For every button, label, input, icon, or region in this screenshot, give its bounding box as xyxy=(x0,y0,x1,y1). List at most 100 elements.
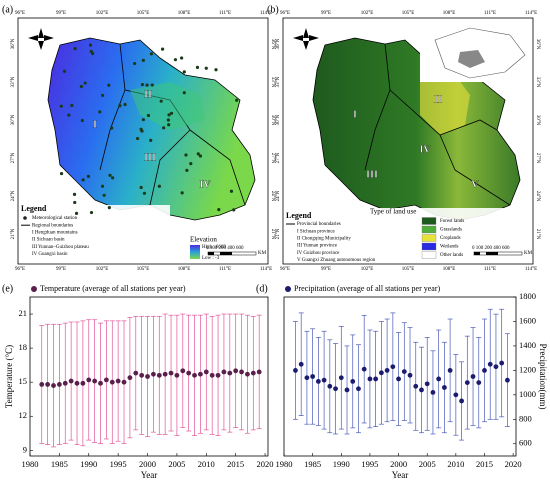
station xyxy=(73,200,77,205)
station xyxy=(111,176,115,180)
elevation-title: Elevation xyxy=(190,236,217,244)
data-point xyxy=(327,383,333,389)
station xyxy=(59,104,63,108)
region-label: III xyxy=(144,152,156,163)
station xyxy=(98,110,102,114)
north-arrow xyxy=(28,28,319,50)
lat-label: 33°N xyxy=(535,77,540,88)
legend-item: V Guangxi Zhuang autonomous region xyxy=(297,258,376,263)
lon-label: 114°E xyxy=(260,11,272,16)
station xyxy=(204,66,208,70)
legend-item: Provincial boundaries xyxy=(297,222,341,227)
station xyxy=(100,184,105,188)
lon-label: 114°E xyxy=(260,267,272,272)
data-point xyxy=(233,368,239,374)
station xyxy=(166,118,170,122)
scale-bars xyxy=(207,251,523,256)
landuse-item: Grasslands xyxy=(440,228,462,233)
legend-box xyxy=(284,208,504,263)
data-point xyxy=(396,376,401,382)
station xyxy=(145,83,149,87)
station xyxy=(162,126,166,130)
data-point xyxy=(407,372,413,378)
region-label: I xyxy=(353,109,357,120)
station xyxy=(229,189,234,193)
data-point xyxy=(239,369,244,375)
lat-label: 36°N xyxy=(276,38,281,49)
y-tick-label: 800 xyxy=(519,413,532,423)
legend-item: IV Guangxi basin xyxy=(32,252,68,257)
station xyxy=(79,84,83,89)
legend-label: Temperature (average of all stations per… xyxy=(40,284,186,293)
data-point xyxy=(198,371,203,377)
data-point xyxy=(103,377,109,383)
data-point xyxy=(476,380,482,386)
station xyxy=(149,52,153,56)
station xyxy=(83,81,87,85)
landuse-swatch xyxy=(421,251,437,259)
x-tick-label: 2015 xyxy=(476,459,493,469)
y-tick-label: 1400 xyxy=(519,340,536,350)
x-tick-label: 1980 xyxy=(22,459,39,469)
data-point xyxy=(180,368,186,374)
lat-label: 36°N xyxy=(535,39,540,50)
lat-label: 27°N xyxy=(535,153,540,164)
station xyxy=(180,56,184,60)
lon-label: 102°E xyxy=(96,267,109,272)
lon-label: 96°E xyxy=(15,11,25,16)
data-point xyxy=(74,380,80,386)
legend-item: IV Guizhou province xyxy=(297,251,340,256)
data-point xyxy=(464,380,470,386)
lat-label: 33°N xyxy=(11,76,16,87)
sichuan-basin xyxy=(130,82,205,130)
data-point xyxy=(80,380,86,386)
station xyxy=(74,211,79,215)
station xyxy=(88,43,93,47)
legend-item: I Sichuan province xyxy=(297,229,336,234)
lon-label: 99°E xyxy=(321,11,331,16)
station xyxy=(118,104,122,108)
station xyxy=(160,47,165,51)
lat-label: 27°N xyxy=(270,153,275,164)
lon-label: 111°E xyxy=(219,11,231,16)
x-axis-label: Year xyxy=(392,470,409,480)
lon-label: 102°E xyxy=(361,11,374,16)
x-tick-label: 1990 xyxy=(333,459,350,469)
station xyxy=(102,193,106,197)
lon-label: 111°E xyxy=(484,267,496,272)
station xyxy=(86,174,91,178)
lat-label: 30°N xyxy=(270,115,275,126)
data-point xyxy=(56,382,62,387)
data-point xyxy=(221,369,227,375)
y-tick-label: 18 xyxy=(19,342,28,352)
inset-china xyxy=(434,27,526,79)
station xyxy=(107,83,111,87)
data-point xyxy=(482,367,487,373)
x-tick-label: 2010 xyxy=(447,459,464,469)
station xyxy=(217,208,221,212)
legend-title: Legend xyxy=(21,204,47,213)
region-label: I xyxy=(93,119,97,130)
station xyxy=(70,103,74,108)
lat-label: 24°N xyxy=(11,190,16,201)
data-point xyxy=(356,386,361,392)
lat-label: 36°N xyxy=(270,39,275,50)
station xyxy=(150,83,154,87)
station xyxy=(140,82,145,87)
x-tick-label: 1990 xyxy=(80,459,97,469)
lat-label: 21°N xyxy=(535,229,540,240)
data-point xyxy=(162,371,168,377)
y-axis-label: Temperature (°C) xyxy=(4,345,14,408)
data-point xyxy=(499,360,505,366)
data-point xyxy=(227,370,233,376)
station xyxy=(107,205,111,210)
data-point xyxy=(436,376,442,382)
elevation-high: High : 6669 xyxy=(202,245,226,250)
station xyxy=(141,58,145,62)
y-tick-label: 600 xyxy=(519,438,532,448)
legend-item: III Yunnan province xyxy=(297,244,338,249)
station xyxy=(89,49,93,53)
data-point xyxy=(98,380,103,386)
x-tick-label: 1985 xyxy=(304,459,321,469)
data-point xyxy=(487,361,493,367)
